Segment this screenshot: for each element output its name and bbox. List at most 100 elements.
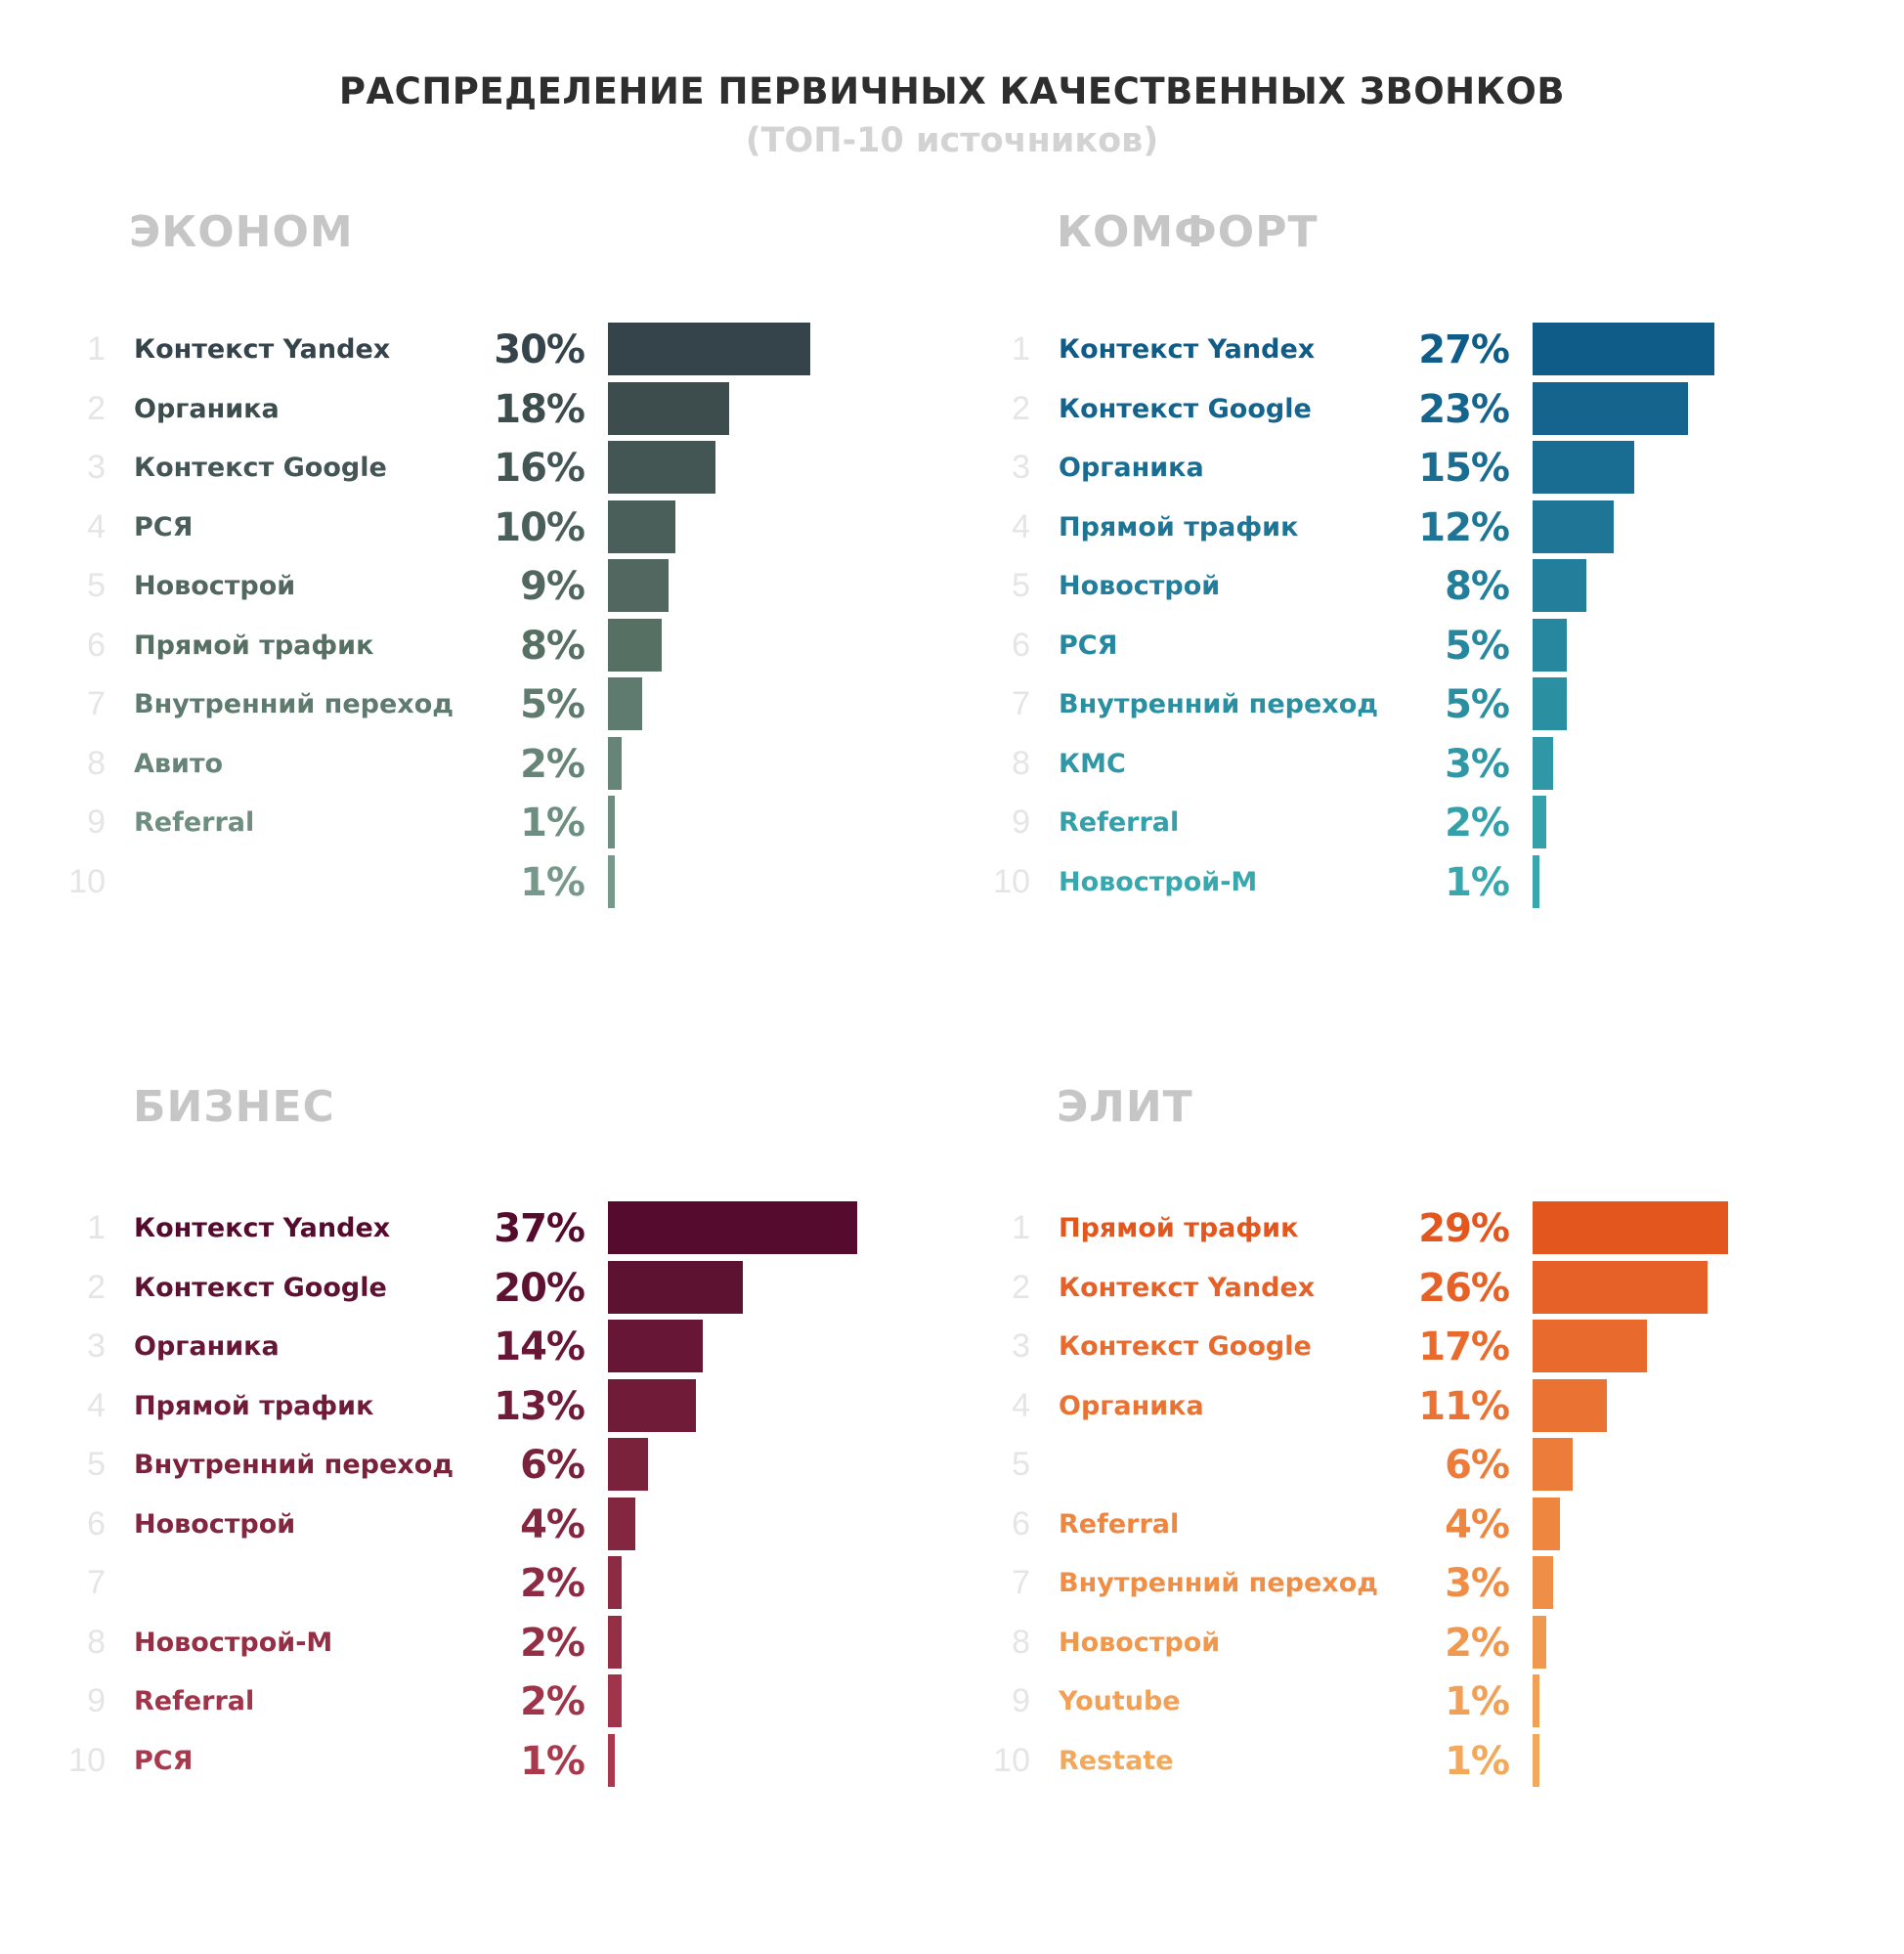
bar <box>1533 499 1614 553</box>
bar-row: 9 Youtube 1% <box>923 1674 1875 1727</box>
bar <box>1533 1378 1607 1432</box>
bar <box>608 1260 743 1314</box>
bar <box>608 1733 615 1787</box>
value-label: 14% <box>494 1324 585 1369</box>
value-label: 16% <box>494 446 585 491</box>
rank-number: 6 <box>87 626 106 664</box>
category-label: Youtube <box>1059 1686 1181 1716</box>
panel-komfort: КОМФОРТ 1 Контекст Yandex 27% 2 Контекст Goog… <box>923 0 1875 908</box>
bar <box>608 677 642 730</box>
bar <box>1533 1674 1539 1727</box>
bar-row: 1 Контекст Yandex 27% <box>923 323 1875 375</box>
chart-subtitle: (ТОП-10 источников) <box>745 121 1159 160</box>
rank-number: 2 <box>1012 1268 1030 1306</box>
bar-row: 8 Новострой-М 2% <box>0 1615 950 1669</box>
bar-row: 4 РСЯ 10% <box>0 499 950 553</box>
bar <box>608 1320 703 1372</box>
category-label: Новострой-М <box>1059 866 1258 897</box>
value-label: 20% <box>494 1265 585 1311</box>
rank-number: 4 <box>87 507 106 545</box>
bar <box>1533 1201 1729 1254</box>
category-label: Прямой трафик <box>1059 1213 1299 1243</box>
value-label: 5% <box>1445 623 1510 669</box>
category-label: Новострой <box>134 1508 296 1540</box>
bar-row: 4 Прямой трафик 12% <box>923 499 1875 553</box>
bar-row: 6 РСЯ 5% <box>923 618 1875 672</box>
bar-row: 4 Органика 11% <box>923 1378 1875 1432</box>
bar-row: 10 1% <box>0 854 950 908</box>
bar-row: 5 6% <box>923 1438 1875 1491</box>
value-label: 1% <box>1445 1738 1510 1784</box>
rank-number: 5 <box>1012 567 1030 604</box>
category-label: Новострой <box>1059 1627 1221 1658</box>
bar <box>608 796 615 848</box>
bar-row: 2 Контекст Google 23% <box>923 381 1875 435</box>
bar <box>608 441 716 494</box>
rank-number: 5 <box>87 1446 106 1483</box>
bar-row: 2 Контекст Google 20% <box>0 1260 950 1314</box>
rank-number: 10 <box>993 862 1030 900</box>
rank-number: 10 <box>993 1741 1030 1779</box>
value-label: 13% <box>494 1383 585 1429</box>
rank-number: 8 <box>1012 744 1030 782</box>
bar-row: 10 Restate 1% <box>923 1733 1875 1787</box>
value-label: 2% <box>1445 1620 1510 1666</box>
panel-title: БИЗНЕС <box>133 1082 335 1132</box>
value-label: 8% <box>1445 564 1510 609</box>
category-label: РСЯ <box>1059 630 1118 661</box>
panel-title: КОМФОРТ <box>1057 207 1319 257</box>
category-label: РСЯ <box>134 1745 194 1776</box>
category-label: Контекст Google <box>1059 393 1312 424</box>
bar-row: 1 Прямой трафик 29% <box>923 1201 1875 1254</box>
bar <box>1533 1320 1648 1372</box>
bar <box>608 1615 622 1669</box>
bar <box>1533 381 1688 435</box>
category-label: Новострой-М <box>134 1627 333 1658</box>
rank-number: 2 <box>1012 389 1030 427</box>
bar <box>608 618 663 672</box>
rank-number: 5 <box>87 567 106 604</box>
bar <box>1533 854 1539 908</box>
value-label: 37% <box>494 1206 585 1251</box>
category-label: Органика <box>134 393 280 424</box>
rank-number: 6 <box>1012 1504 1030 1542</box>
bar <box>608 1556 622 1609</box>
value-label: 29% <box>1418 1206 1510 1251</box>
value-label: 11% <box>1418 1383 1510 1429</box>
value-label: 2% <box>520 741 585 787</box>
panel-title: ЭЛИТ <box>1057 1082 1193 1132</box>
bar <box>1533 1615 1546 1669</box>
rank-number: 3 <box>1012 1327 1030 1365</box>
bar-row: 5 Внутренний переход 6% <box>0 1438 950 1491</box>
rank-number: 4 <box>87 1386 106 1424</box>
value-label: 1% <box>520 859 585 905</box>
rank-number: 3 <box>87 1327 106 1365</box>
value-label: 9% <box>520 564 585 609</box>
bar <box>1533 1556 1553 1609</box>
bar <box>1533 736 1553 790</box>
bar <box>608 1201 858 1254</box>
category-label: Внутренний переход <box>1059 1568 1379 1598</box>
bar-row: 3 Контекст Google 17% <box>923 1320 1875 1372</box>
category-label: Контекст Yandex <box>134 334 391 365</box>
category-label: Новострой <box>1059 571 1221 601</box>
rank-number: 10 <box>68 862 106 900</box>
category-label: Referral <box>1059 1508 1180 1540</box>
category-label: Контекст Yandex <box>1059 1272 1316 1303</box>
bar <box>1533 618 1567 672</box>
value-label: 8% <box>520 623 585 669</box>
rank-number: 1 <box>1012 330 1030 368</box>
panel-biznes: БИЗНЕС 1 Контекст Yandex 37% 2 Контекст Googl… <box>0 875 950 1787</box>
value-label: 2% <box>520 1679 585 1724</box>
bar <box>608 499 675 553</box>
rank-number: 10 <box>68 1741 106 1779</box>
rank-number: 1 <box>87 330 106 368</box>
bar <box>608 381 730 435</box>
category-label: Внутренний переход <box>134 1450 454 1480</box>
bar-row: 4 Прямой трафик 13% <box>0 1378 950 1432</box>
rank-number: 2 <box>87 1268 106 1306</box>
value-label: 1% <box>1445 859 1510 905</box>
bar-row: 5 Новострой 9% <box>0 559 950 612</box>
category-label: Прямой трафик <box>1059 511 1299 543</box>
bar-row: 9 Referral 2% <box>923 796 1875 848</box>
